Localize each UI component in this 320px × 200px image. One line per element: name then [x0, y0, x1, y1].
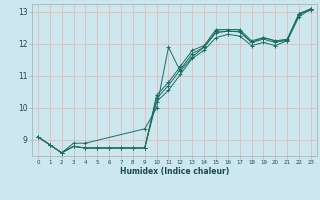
X-axis label: Humidex (Indice chaleur): Humidex (Indice chaleur): [120, 167, 229, 176]
